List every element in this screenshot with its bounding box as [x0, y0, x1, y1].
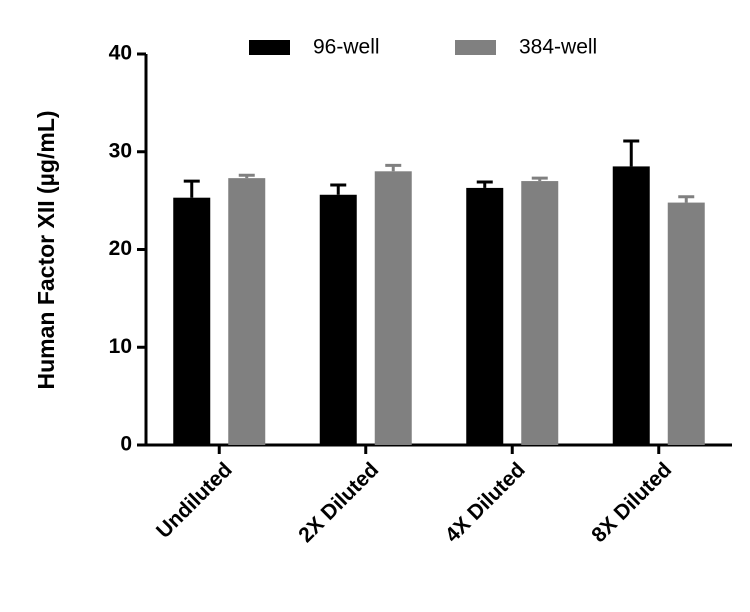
error-bar: [531, 176, 548, 182]
x-tick-label: 4X Diluted: [441, 458, 530, 547]
bar: [228, 178, 266, 445]
bar: [173, 197, 211, 445]
x-tick-label: Undiluted: [152, 458, 237, 543]
bar: [667, 202, 705, 445]
error-bar: [623, 139, 640, 167]
legend-swatch: [249, 40, 290, 55]
error-bar: [476, 180, 493, 188]
legend-label: 384-well: [519, 36, 597, 59]
error-bar: [238, 173, 255, 179]
y-axis-label: Human Factor XII (µg/mL): [33, 110, 59, 389]
error-bar: [330, 183, 347, 195]
y-tick-label: 0: [120, 433, 132, 456]
legend-label: 96-well: [313, 36, 380, 59]
bar: [319, 194, 357, 445]
y-tick-label: 40: [109, 42, 132, 65]
error-bar: [385, 163, 402, 172]
bar: [612, 166, 650, 445]
y-tick-label: 20: [109, 237, 132, 260]
legend-swatch: [455, 40, 496, 55]
error-bar: [183, 179, 200, 198]
bar: [374, 171, 412, 446]
y-tick-label: 10: [109, 335, 132, 358]
bar: [521, 181, 559, 445]
x-tick-label: 2X Diluted: [294, 458, 383, 547]
x-tick-label: 8X Diluted: [587, 458, 676, 547]
y-tick-label: 30: [109, 139, 132, 162]
bar: [466, 187, 504, 446]
error-bar: [678, 195, 695, 203]
